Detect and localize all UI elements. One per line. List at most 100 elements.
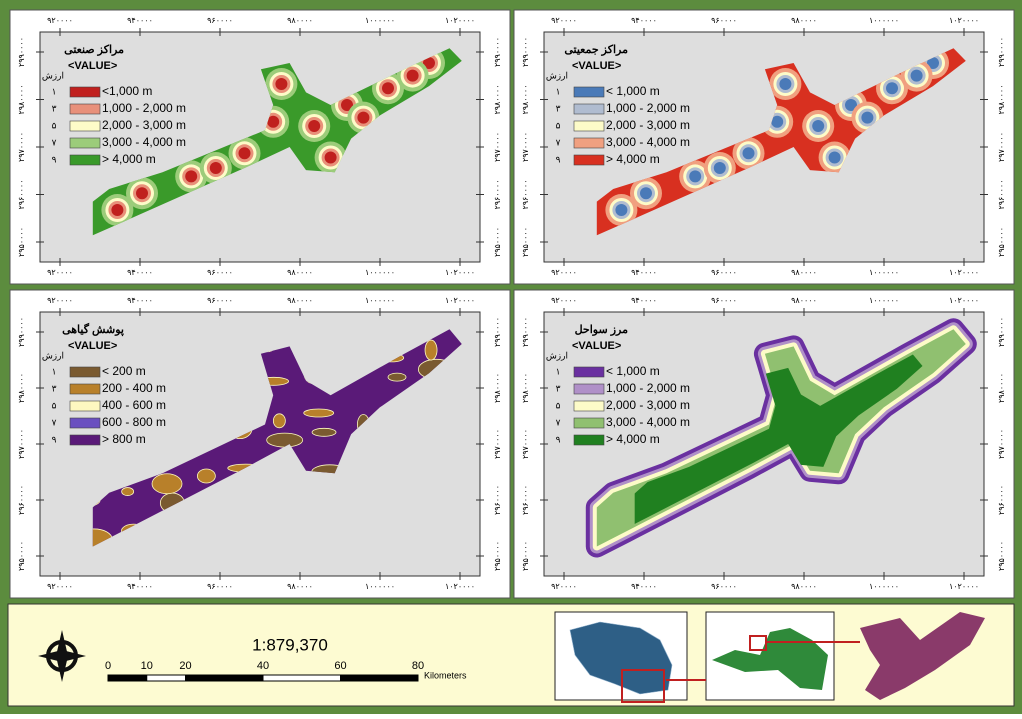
cover-patch bbox=[196, 468, 216, 484]
x-tick-label: ۹۶۰۰۰۰ bbox=[711, 268, 737, 277]
iran-shape bbox=[569, 621, 673, 695]
x-tick-label: ۱۰۲۰۰۰۰ bbox=[445, 16, 475, 25]
x-tick-label: ۹۲۰۰۰۰ bbox=[47, 582, 73, 591]
legend-swatch bbox=[573, 417, 605, 429]
legend-swatch bbox=[573, 137, 605, 149]
buffer-zone bbox=[689, 170, 702, 183]
x-tick-label: ۱۰۰۰۰۰۰ bbox=[365, 296, 395, 305]
scale-label: 80 bbox=[412, 660, 424, 672]
footer-strip bbox=[7, 603, 1015, 707]
legend-label: 2,000 - 3,000 m bbox=[606, 398, 690, 412]
x-tick-label: ۱۰۰۰۰۰۰ bbox=[869, 268, 899, 277]
legend-label: 400 - 600 m bbox=[102, 398, 166, 412]
buffer-zone bbox=[136, 187, 148, 200]
legend-field: <VALUE> bbox=[572, 340, 621, 352]
x-tick-label: ۹۲۰۰۰۰ bbox=[551, 296, 577, 305]
cover-patch bbox=[387, 372, 407, 382]
x-tick-label: ۹۲۰۰۰۰ bbox=[47, 296, 73, 305]
x-tick-label: ۹۸۰۰۰۰ bbox=[791, 582, 817, 591]
y-tick-label: ۲۹۶۰۰۰۰ bbox=[521, 179, 530, 209]
legend-value: ۱ bbox=[52, 86, 57, 96]
buffer-zone bbox=[713, 162, 726, 174]
legend-swatch bbox=[69, 434, 101, 446]
buffer-zone bbox=[267, 115, 280, 128]
scale-label: 40 bbox=[257, 660, 269, 672]
x-tick-label: ۹۴۰۰۰۰ bbox=[631, 268, 657, 277]
y-tick-label: ۲۹۸۰۰۰۰ bbox=[17, 84, 26, 114]
y-tick-label: ۲۹۹۰۰۰۰ bbox=[521, 37, 530, 67]
legend-value: ۱ bbox=[52, 366, 57, 376]
legend-label: 2,000 - 3,000 m bbox=[606, 118, 690, 132]
legend-label: 1,000 - 2,000 m bbox=[102, 101, 186, 115]
legend-value: ۵ bbox=[52, 400, 57, 410]
legend-swatch bbox=[69, 417, 101, 429]
legend-header: ارزش bbox=[546, 350, 568, 361]
x-tick-label: ۹۶۰۰۰۰ bbox=[711, 582, 737, 591]
y-tick-label: ۲۹۸۰۰۰۰ bbox=[17, 373, 26, 403]
legend-value: ۳ bbox=[52, 383, 57, 393]
scale-ratio: 1:879,370 bbox=[252, 635, 328, 654]
legend-label: 3,000 - 4,000 m bbox=[606, 415, 690, 429]
y-tick-label: ۲۹۹۰۰۰۰ bbox=[493, 37, 502, 67]
legend-swatch bbox=[573, 154, 605, 166]
y-tick-label: ۲۹۵۰۰۰۰ bbox=[17, 227, 26, 257]
legend-value: ۷ bbox=[556, 417, 561, 427]
x-tick-label: ۹۸۰۰۰۰ bbox=[287, 582, 313, 591]
buffer-zone bbox=[382, 82, 394, 95]
legend-swatch bbox=[573, 434, 605, 446]
scale-segment bbox=[107, 674, 148, 682]
buffer-zone bbox=[812, 120, 825, 132]
buffer-zone bbox=[910, 69, 923, 82]
inset-highlight bbox=[621, 669, 665, 703]
inner bbox=[634, 354, 923, 524]
buffer-zone bbox=[111, 204, 124, 216]
buffer-zone bbox=[185, 170, 198, 183]
legend-label: < 1,000 m bbox=[606, 364, 660, 378]
x-tick-label: ۱۰۲۰۰۰۰ bbox=[949, 582, 979, 591]
legend-value: ۵ bbox=[52, 120, 57, 130]
y-tick-label: ۲۹۹۰۰۰۰ bbox=[997, 317, 1006, 347]
scale-label: 20 bbox=[179, 660, 191, 672]
study-area-shape bbox=[860, 612, 985, 700]
buffer-zone bbox=[275, 78, 288, 90]
buffer-zone bbox=[406, 69, 419, 82]
x-tick-label: ۱۰۲۰۰۰۰ bbox=[445, 296, 475, 305]
legend-swatch bbox=[573, 120, 605, 132]
legend-value: ۵ bbox=[556, 400, 561, 410]
x-tick-label: ۱۰۰۰۰۰۰ bbox=[869, 16, 899, 25]
x-tick-label: ۹۲۰۰۰۰ bbox=[47, 268, 73, 277]
x-tick-label: ۹۴۰۰۰۰ bbox=[127, 296, 153, 305]
cover-patch bbox=[311, 427, 337, 437]
x-tick-label: ۹۴۰۰۰۰ bbox=[631, 582, 657, 591]
legend-label: 3,000 - 4,000 m bbox=[606, 135, 690, 149]
y-tick-label: ۲۹۷۰۰۰۰ bbox=[17, 429, 26, 459]
x-tick-label: ۱۰۰۰۰۰۰ bbox=[365, 268, 395, 277]
x-tick-label: ۱۰۲۰۰۰۰ bbox=[949, 268, 979, 277]
buffer-zone bbox=[845, 99, 857, 111]
legend-header: ارزش bbox=[546, 70, 568, 81]
legend-swatch bbox=[69, 103, 101, 115]
x-tick-label: ۹۶۰۰۰۰ bbox=[207, 268, 233, 277]
y-tick-label: ۲۹۶۰۰۰۰ bbox=[997, 485, 1006, 515]
buffer-zone bbox=[308, 120, 321, 132]
north-arrow bbox=[38, 630, 86, 682]
buffer-zone bbox=[886, 82, 898, 95]
cover-patch bbox=[424, 339, 438, 361]
legend-value: ۹ bbox=[52, 154, 57, 164]
buffer-zone bbox=[861, 111, 874, 124]
buffer-zone bbox=[640, 187, 652, 200]
x-tick-label: ۹۸۰۰۰۰ bbox=[791, 16, 817, 25]
cover-patch bbox=[303, 408, 335, 418]
cover-patch bbox=[151, 473, 183, 495]
scale-segment bbox=[185, 674, 264, 682]
x-tick-label: ۱۰۲۰۰۰۰ bbox=[949, 16, 979, 25]
y-tick-label: ۲۹۵۰۰۰۰ bbox=[521, 227, 530, 257]
x-tick-label: ۹۴۰۰۰۰ bbox=[127, 16, 153, 25]
buffer-zone bbox=[209, 162, 222, 174]
legend-label: 1,000 - 2,000 m bbox=[606, 101, 690, 115]
y-tick-label: ۲۹۷۰۰۰۰ bbox=[997, 132, 1006, 162]
x-tick-label: ۹۲۰۰۰۰ bbox=[551, 16, 577, 25]
y-tick-label: ۲۹۹۰۰۰۰ bbox=[17, 317, 26, 347]
x-tick-label: ۹۶۰۰۰۰ bbox=[711, 16, 737, 25]
scale-label: 60 bbox=[334, 660, 346, 672]
